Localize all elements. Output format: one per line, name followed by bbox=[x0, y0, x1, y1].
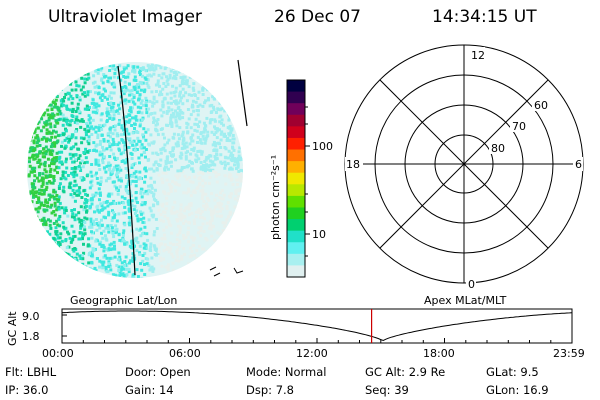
xtick-0000: 00:00 bbox=[42, 347, 74, 360]
colorbar-cell bbox=[287, 114, 305, 127]
colorbar-cell bbox=[287, 253, 305, 267]
colorbar-cell bbox=[287, 207, 305, 220]
polar-grid bbox=[344, 44, 584, 284]
mlt-label-6: 6 bbox=[575, 158, 582, 171]
info-dsp: Dsp: 7.8 bbox=[246, 383, 294, 397]
mlt-label-12: 12 bbox=[471, 49, 485, 62]
color-bar: 100 10 photon cm⁻²s⁻¹ bbox=[269, 79, 333, 278]
instrument-title: Ultraviolet Imager bbox=[48, 7, 202, 27]
ytick-1-8: 1.8 bbox=[22, 330, 40, 343]
colorbar-cell bbox=[287, 230, 305, 243]
lat-label-80: 80 bbox=[491, 142, 505, 155]
colorbar-cell bbox=[287, 149, 305, 162]
altitude-curve bbox=[61, 310, 573, 342]
colorbar-tick-10: 10 bbox=[312, 228, 326, 241]
xtick-1200: 12:00 bbox=[296, 347, 328, 360]
colorbar-cell bbox=[287, 161, 305, 174]
info-glat: GLat: 9.5 bbox=[486, 365, 539, 379]
lat-label-60: 60 bbox=[534, 99, 548, 112]
ytick-9: 9.0 bbox=[22, 310, 40, 323]
info-mode: Mode: Normal bbox=[246, 365, 327, 379]
xtick-1800: 18:00 bbox=[423, 347, 455, 360]
colorbar-cell bbox=[287, 219, 305, 232]
colorbar-cell bbox=[287, 91, 305, 104]
altitude-ylabel: GC Alt bbox=[6, 311, 19, 346]
info-gain: Gain: 14 bbox=[125, 383, 174, 397]
apex-caption: Apex MLat/MLT bbox=[424, 294, 507, 307]
colorbar-cell bbox=[287, 172, 305, 185]
colorbar-unit-label: photon cm⁻²s⁻¹ bbox=[269, 155, 282, 240]
altitude-plot: 9.0 1.8 GC Alt 00:00 06:00 12:00 18:00 2… bbox=[6, 308, 585, 360]
geographic-caption: Geographic Lat/Lon bbox=[70, 294, 177, 307]
info-glon: GLon: 16.9 bbox=[486, 383, 549, 397]
colorbar-cell bbox=[287, 195, 305, 209]
info-ip: IP: 36.0 bbox=[5, 383, 49, 397]
colorbar-cell bbox=[287, 265, 305, 278]
colorbar-cell bbox=[287, 126, 305, 139]
colorbar-tick-100: 100 bbox=[312, 140, 333, 153]
colorbar-cell bbox=[287, 103, 305, 116]
xtick-0600: 06:00 bbox=[169, 347, 201, 360]
limb-mark bbox=[209, 266, 244, 277]
date-label: 26 Dec 07 bbox=[274, 7, 361, 27]
time-label: 14:34:15 UT bbox=[432, 7, 537, 27]
colorbar-cell bbox=[287, 80, 305, 93]
terminator-line bbox=[117, 65, 136, 276]
info-flt: Flt: LBHL bbox=[5, 365, 57, 379]
mlt-label-0: 0 bbox=[468, 278, 475, 291]
info-seq: Seq: 39 bbox=[365, 383, 409, 397]
colorbar-cell bbox=[287, 137, 305, 151]
info-gcalt: GC Alt: 2.9 Re bbox=[365, 365, 446, 379]
info-door: Door: Open bbox=[125, 365, 191, 379]
colorbar-cell bbox=[287, 184, 305, 197]
lat-label-70: 70 bbox=[512, 120, 526, 133]
mlt-label-18: 18 bbox=[346, 158, 360, 171]
colorbar-cell bbox=[287, 242, 305, 255]
earth-image bbox=[27, 59, 248, 278]
xtick-2359: 23:59 bbox=[553, 347, 585, 360]
orbit-tick bbox=[237, 59, 248, 127]
